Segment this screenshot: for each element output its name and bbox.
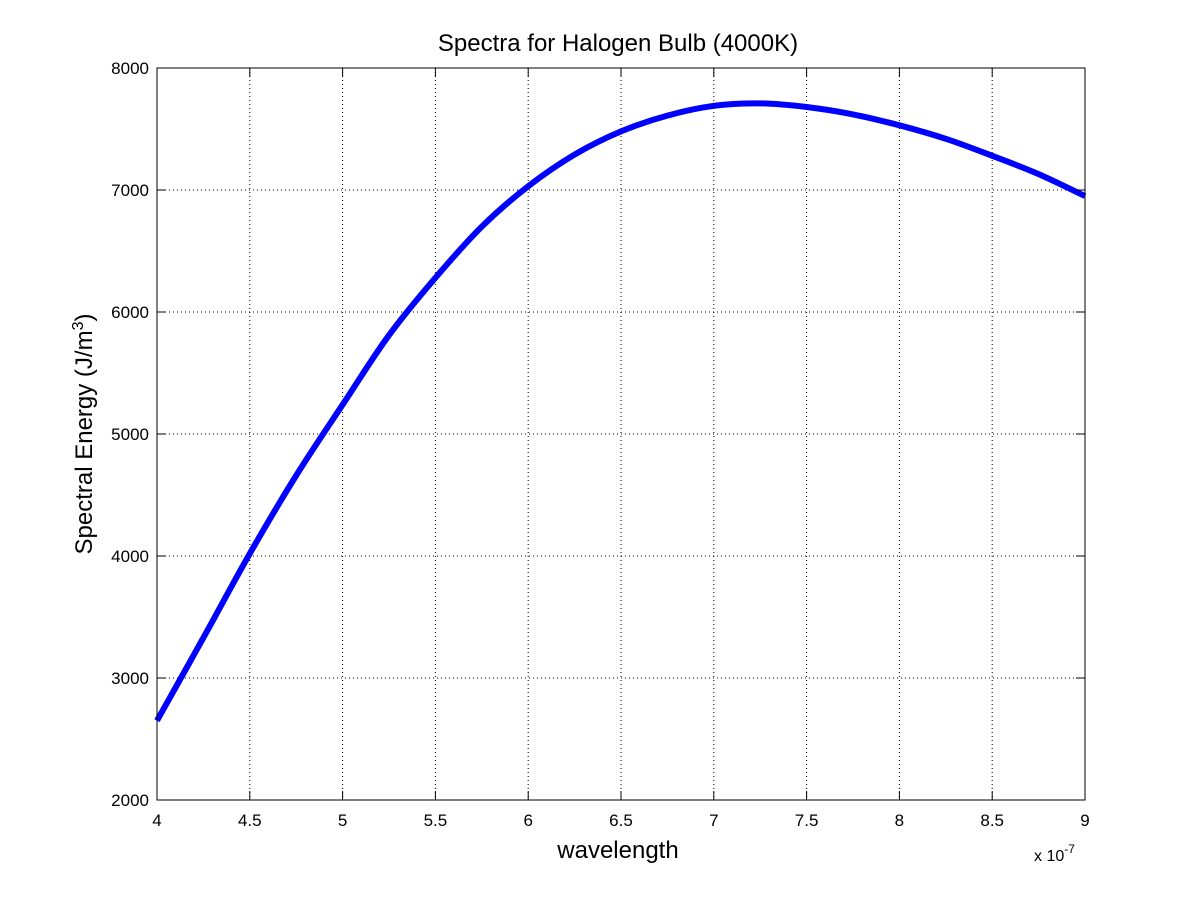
y-tick-labels: 2000 3000 4000 5000 6000 7000 8000 [111,59,149,810]
x-tick-label: 5 [338,811,347,830]
x-tick-labels: 4 4.5 5 5.5 6 6.5 7 7.5 8 8.5 9 [152,811,1089,830]
y-axis-label: Spectral Energy (J/m3) [70,314,98,555]
x-tick-label: 6.5 [609,811,633,830]
y-tick-label: 2000 [111,791,149,810]
y-tick-label: 4000 [111,547,149,566]
y-tick-label: 8000 [111,59,149,78]
chart-title: Spectra for Halogen Bulb (4000K) [438,30,798,57]
y-axis-label-close: ) [71,314,98,322]
y-tick-label: 7000 [111,181,149,200]
x-exponent-power: -7 [1064,842,1075,856]
x-tick-label: 7 [709,811,718,830]
x-axis-label: wavelength [556,837,678,864]
tick-marks [156,67,1086,801]
y-tick-label: 5000 [111,425,149,444]
x-tick-label: 7.5 [795,811,819,830]
spectrum-line [154,100,1087,723]
x-tick-label: 9 [1080,811,1089,830]
x-tick-label: 4.5 [238,811,262,830]
x-tick-label: 6 [523,811,532,830]
x-exponent-label: x 10-7 [1034,842,1075,865]
x-tick-label: 8 [895,811,904,830]
x-tick-label: 8.5 [980,811,1004,830]
x-tick-label: 5.5 [424,811,448,830]
y-axis-label-main: Spectral Energy (J/m [71,330,98,554]
series-group [154,100,1087,723]
y-tick-label: 3000 [111,669,149,688]
y-axis-label-superscript: 3 [70,321,87,330]
y-tick-label: 6000 [111,303,149,322]
grid-lines [157,68,1085,800]
x-exponent-prefix: x 10 [1034,848,1064,865]
x-tick-label: 4 [152,811,161,830]
